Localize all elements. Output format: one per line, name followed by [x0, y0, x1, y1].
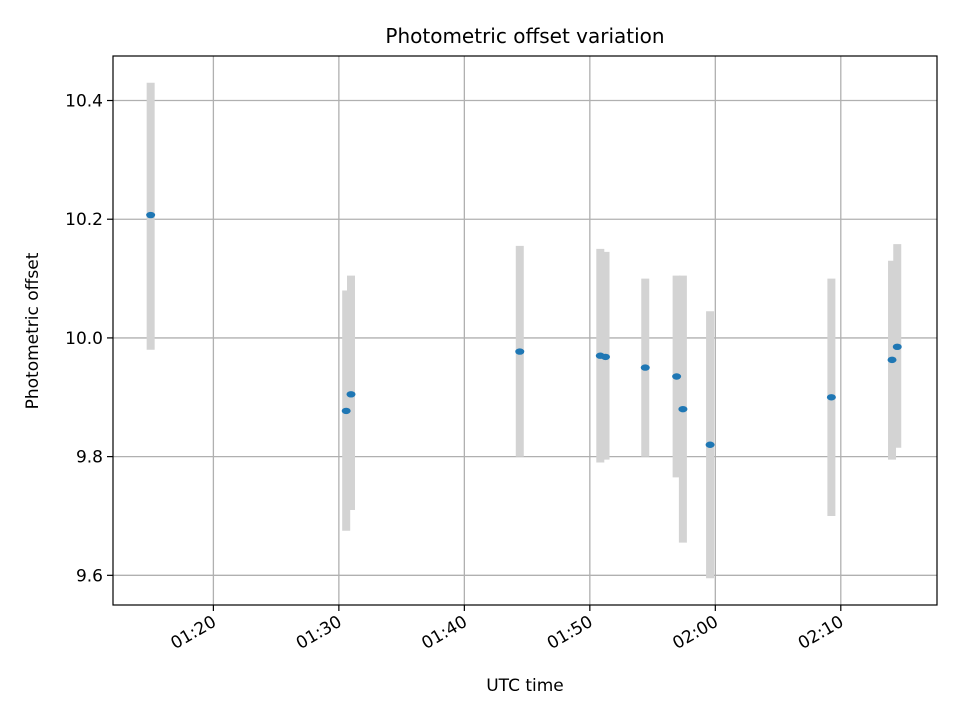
y-tick-label: 10.2 [65, 210, 103, 230]
grid-lines [113, 56, 937, 605]
data-point-marker [705, 441, 715, 448]
x-axis-label: UTC time [486, 676, 564, 696]
data-point-marker [892, 343, 902, 351]
axis-ticks: 01:20 01:30 01:40 01:50 02:00 02:10 9.6 9.8 10.0… [65, 92, 847, 654]
data-point-marker [515, 348, 525, 355]
y-tick-label: 9.6 [76, 566, 103, 586]
data-point-marker [826, 394, 836, 401]
y-tick-label: 10.0 [65, 329, 103, 349]
y-tick-label: 10.4 [65, 92, 103, 112]
data-point-marker [601, 353, 611, 361]
y-tick-label: 9.8 [76, 448, 103, 468]
data-point-marker [146, 211, 156, 219]
data-point-marker [672, 373, 682, 380]
plot-frame [112, 55, 938, 606]
data-point-marker [346, 391, 356, 398]
x-tick-label: 02:00 [669, 612, 721, 654]
x-tick-label: 02:10 [795, 612, 847, 654]
x-tick-label: 01:30 [293, 612, 345, 654]
data-point-marker [887, 356, 897, 364]
chart-title: Photometric offset variation [385, 24, 664, 48]
x-tick-label: 01:40 [418, 612, 470, 654]
x-tick-label: 01:50 [544, 612, 596, 654]
y-axis-label: Photometric offset [23, 252, 43, 409]
error-bars [146, 82, 902, 579]
x-tick-label: 01:20 [167, 612, 219, 654]
data-point-marker [678, 405, 688, 413]
data-points [146, 211, 902, 448]
data-point-marker [640, 364, 650, 371]
data-point-marker [341, 407, 351, 415]
